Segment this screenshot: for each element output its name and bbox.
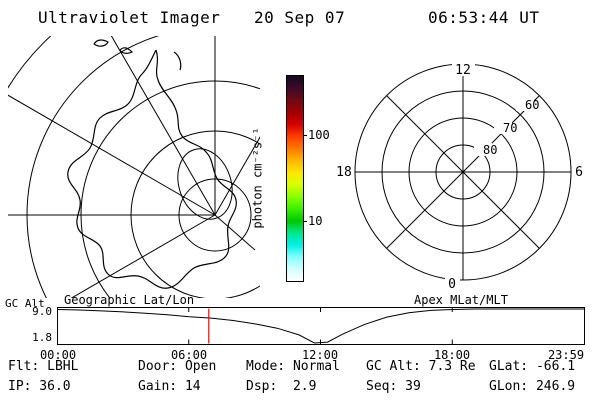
status-mode: Mode: Normal bbox=[246, 359, 340, 374]
mlt-label-12: 12 bbox=[455, 63, 471, 78]
label-backing bbox=[452, 62, 475, 76]
gc-alt-xtick-1800: 18:00 bbox=[433, 348, 471, 362]
gc-alt-curve bbox=[57, 308, 585, 344]
app-title: Ultraviolet Imager bbox=[38, 8, 221, 27]
gc-alt-label: GC Alt bbox=[5, 297, 45, 310]
polar-caption: Apex MLat/MLT bbox=[414, 293, 508, 307]
status-flt: Flt: LBHL bbox=[8, 359, 79, 374]
status-glon: GLon: 246.9 bbox=[489, 379, 576, 394]
mlt-label-0: 0 bbox=[448, 277, 456, 292]
gc-alt-ytick-min: 1.8 bbox=[32, 331, 52, 344]
geographic-map bbox=[8, 36, 260, 298]
gc-alt-ytick-max: 9.0 bbox=[32, 305, 52, 318]
colorbar-gradient bbox=[286, 75, 304, 282]
status-seq: Seq: 39 bbox=[366, 379, 421, 394]
fov-oval bbox=[177, 148, 233, 220]
label-backing bbox=[474, 143, 492, 156]
mlat-label-70: 70 bbox=[503, 121, 517, 135]
status-door: Door: Open bbox=[138, 359, 217, 374]
status-gain: Gain: 14 bbox=[138, 379, 201, 394]
label-backing bbox=[445, 276, 460, 291]
mlat-label-60: 60 bbox=[525, 98, 539, 112]
label-backing bbox=[516, 98, 534, 111]
colorbar-tick-mark-100 bbox=[303, 135, 307, 136]
gc-alt-xtick-0600: 06:00 bbox=[170, 348, 208, 362]
gc-alt-xtick-2359: 23:59 bbox=[547, 348, 585, 362]
status-gcalt: GC Alt: 7.3 Re bbox=[366, 359, 476, 374]
status-glat: GLat: -66.1 bbox=[489, 359, 576, 374]
map-graticule bbox=[8, 36, 260, 298]
colorbar-tick-mark-10 bbox=[303, 221, 307, 222]
gc-alt-xtick-0000: 00:00 bbox=[39, 348, 77, 362]
status-ip: IP: 36.0 bbox=[8, 379, 71, 394]
polar-grid bbox=[354, 63, 572, 281]
map-coastline bbox=[67, 39, 237, 289]
gc-alt-axis-ticks bbox=[188, 308, 453, 344]
colorbar-tick-10: 10 bbox=[308, 214, 323, 228]
map-caption: Geographic Lat/Lon bbox=[64, 293, 195, 307]
mlt-label-6: 6 bbox=[575, 165, 583, 180]
header-time: 06:53:44 UT bbox=[428, 8, 540, 27]
colorbar-tick-100: 100 bbox=[308, 128, 330, 142]
colorbar-unit-label: photon cm⁻²s⁻¹ bbox=[251, 126, 265, 229]
gc-alt-strip bbox=[57, 307, 585, 345]
gc-alt-frame bbox=[57, 307, 585, 345]
mlt-label-18: 18 bbox=[336, 165, 352, 180]
mlat-label-80: 80 bbox=[483, 143, 497, 157]
status-dsp: Dsp: 2.9 bbox=[246, 379, 317, 394]
gc-alt-xtick-1200: 12:00 bbox=[301, 348, 339, 362]
polar-plot: 12 18 6 0 60 70 80 bbox=[336, 62, 583, 292]
header-date: 20 Sep 07 bbox=[254, 8, 346, 27]
label-backing bbox=[494, 121, 512, 134]
